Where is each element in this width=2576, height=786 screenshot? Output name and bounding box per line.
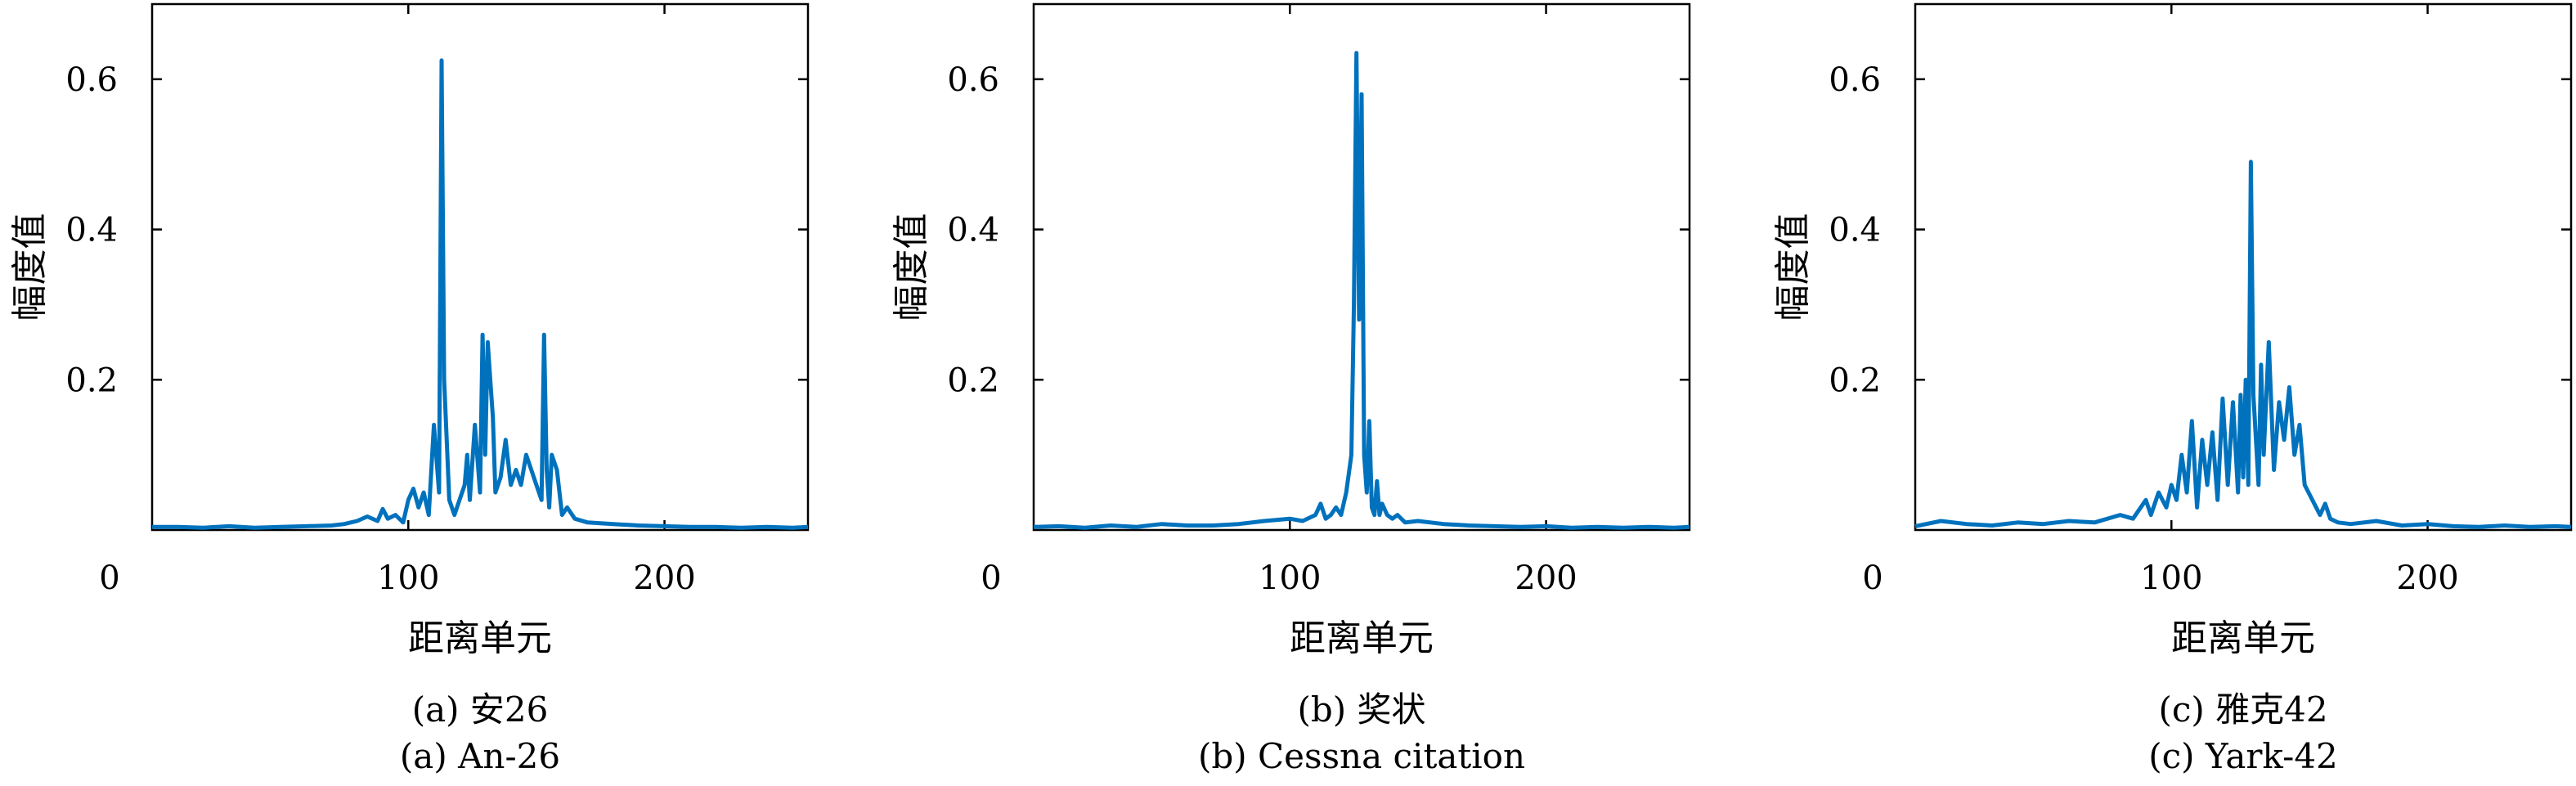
- y-axis-label: 幅度值: [1772, 213, 1814, 321]
- caption-en: (a) An-26: [400, 736, 560, 776]
- x-tick-label: 0: [981, 559, 1001, 597]
- plot-frame: [1914, 2, 2573, 532]
- y-tick-label: 0.2: [1829, 362, 1881, 399]
- y-tick-label: 0.4: [947, 212, 999, 249]
- x-tick-label: 0: [1862, 559, 1883, 597]
- chart-panel-c: 0.2 0.4 0.6 0 100 200 距离单元 幅度值 (c) 雅克42 (c) Yark-…: [1772, 2, 2573, 776]
- y-tick-label: 0.6: [1829, 61, 1881, 99]
- caption-en: (c) Yark-42: [2148, 736, 2338, 776]
- x-tick-label: 200: [633, 559, 695, 597]
- x-axis-label: 距离单元: [408, 618, 552, 659]
- chart-panel-a: 0.2 0.4 0.6 0 100 200 距离单元 幅度值 (a) 安26 (a) An-26: [9, 2, 810, 776]
- x-tick-label: 200: [1515, 559, 1577, 597]
- plot-frame: [150, 2, 810, 532]
- x-tick-label: 100: [2140, 559, 2202, 597]
- y-tick-label: 0.6: [65, 61, 118, 99]
- series-line: [1033, 51, 1690, 530]
- x-axis-label: 距离单元: [2171, 618, 2315, 659]
- series-line: [152, 58, 809, 530]
- x-tick-label: 200: [2396, 559, 2458, 597]
- caption-cn: (b) 奖状: [1297, 689, 1425, 730]
- y-tick-label: 0.2: [947, 362, 999, 399]
- y-tick-label: 0.2: [65, 362, 118, 399]
- y-tick-label: 0.6: [947, 61, 999, 99]
- caption-cn: (c) 雅克42: [2158, 689, 2327, 730]
- series-line: [1914, 159, 2572, 529]
- caption-cn: (a) 安26: [412, 689, 549, 730]
- y-axis-label: 幅度值: [891, 213, 932, 321]
- x-tick-label: 100: [377, 559, 439, 597]
- x-tick-label: 100: [1259, 559, 1321, 597]
- y-tick-label: 0.4: [65, 212, 118, 249]
- x-tick-label: 0: [99, 559, 119, 597]
- plot-frame: [1032, 2, 1691, 532]
- x-axis-label: 距离单元: [1290, 618, 1434, 659]
- y-axis-label: 幅度值: [9, 213, 51, 321]
- caption-en: (b) Cessna citation: [1198, 736, 1525, 776]
- chart-panel-b: 0.2 0.4 0.6 0 100 200 距离单元 幅度值 (b) 奖状 (b) Cessna …: [891, 2, 1691, 776]
- y-tick-label: 0.4: [1829, 212, 1881, 249]
